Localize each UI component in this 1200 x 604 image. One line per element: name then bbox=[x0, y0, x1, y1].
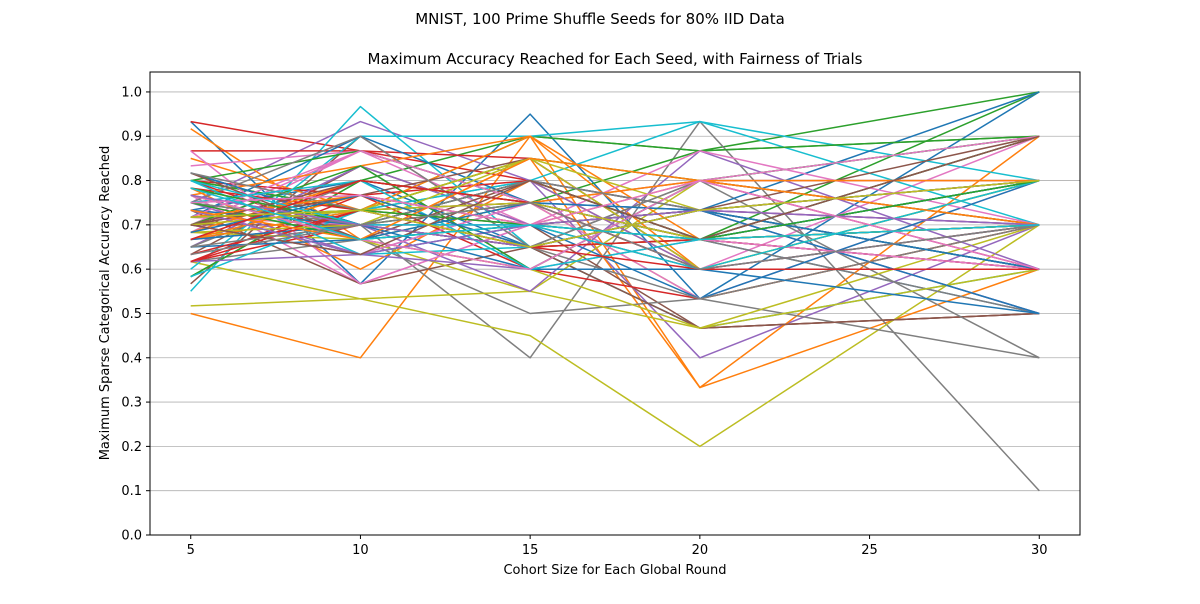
series-lines bbox=[190, 91, 1040, 492]
series-line-86 bbox=[190, 135, 1040, 270]
series-line-91 bbox=[190, 157, 1040, 241]
series-line-97 bbox=[190, 201, 1040, 270]
chart-suptitle: MNIST, 100 Prime Shuffle Seeds for 80% I… bbox=[415, 10, 785, 28]
y-tick-label-5: 0.5 bbox=[121, 307, 142, 322]
x-axis-label: Cohort Size for Each Global Round bbox=[503, 563, 726, 578]
y-tick-label-0: 0.0 bbox=[121, 529, 142, 544]
y-tick-label-8: 0.8 bbox=[121, 174, 142, 189]
x-tick-label-3: 20 bbox=[692, 543, 709, 558]
y-tick-label-2: 0.2 bbox=[121, 440, 142, 455]
chart-title: Maximum Accuracy Reached for Each Seed, … bbox=[368, 50, 863, 68]
x-axis-ticks: 5 10 15 20 25 30 bbox=[187, 535, 1048, 558]
series-line-98 bbox=[190, 179, 1040, 248]
y-tick-label-6: 0.6 bbox=[121, 263, 142, 278]
x-tick-label-2: 15 bbox=[522, 543, 539, 558]
series-line-17 bbox=[190, 238, 1040, 359]
y-axis-ticks: 0.0 0.1 0.2 0.3 0.4 0.5 0.6 0.7 0.8 0.9 1.0 bbox=[121, 85, 150, 544]
plot-area-frame bbox=[149, 71, 1081, 536]
y-tick-label-9: 0.9 bbox=[121, 130, 142, 145]
gridlines bbox=[150, 91, 1080, 536]
y-axis-label: Maximum Sparse Categorical Accuracy Reac… bbox=[98, 146, 113, 461]
y-tick-label-3: 0.3 bbox=[121, 396, 142, 411]
x-tick-label-0: 5 bbox=[187, 543, 195, 558]
y-tick-label-10: 1.0 bbox=[121, 85, 142, 100]
y-tick-label-1: 0.1 bbox=[121, 484, 142, 499]
x-tick-label-1: 10 bbox=[352, 543, 369, 558]
series-line-99 bbox=[190, 187, 1040, 241]
y-tick-label-7: 0.7 bbox=[121, 218, 142, 233]
y-tick-label-4: 0.4 bbox=[121, 351, 142, 366]
x-tick-label-5: 30 bbox=[1031, 543, 1048, 558]
series-line-95 bbox=[190, 135, 1040, 256]
x-tick-label-4: 25 bbox=[861, 543, 878, 558]
series-line-8 bbox=[190, 224, 1040, 448]
